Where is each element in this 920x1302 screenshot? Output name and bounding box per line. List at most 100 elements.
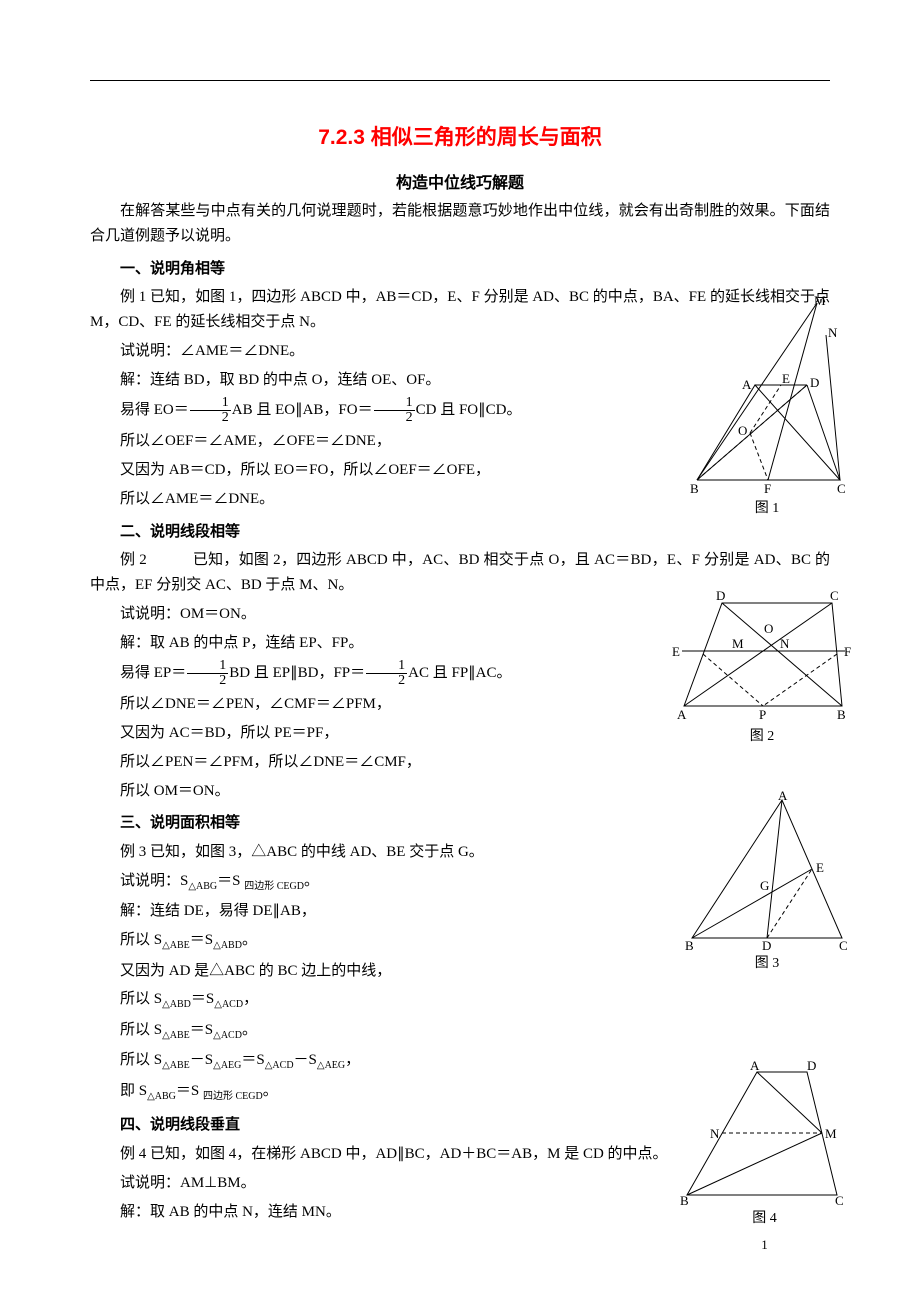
t: 四边形 CEGD [203,1091,263,1102]
f2-E: E [672,644,680,659]
f2-D: D [716,588,725,603]
f3-C: C [839,938,848,950]
f4-M: M [825,1126,837,1141]
t: ＝S [176,1083,203,1099]
f1-A: A [742,377,752,392]
f2-C: C [830,588,839,603]
sec4-ex-label: 例 4 [120,1146,146,1162]
sec3-pa: 试说明：S [120,873,188,889]
sec3-pb: ＝S [217,873,244,889]
f3-E: E [816,860,824,875]
sec3-ex-text: 已知，如图 3，△ABC 的中线 AD、BE 交于点 G。 [146,844,484,860]
f2-M: M [732,636,744,651]
f2-P: P [759,707,766,722]
t: 所以 S [120,991,162,1007]
t: △ABE [162,1060,190,1071]
t: 。 [242,932,257,948]
sec3-ps1: △ABG [188,881,217,892]
f4-A: A [750,1060,760,1073]
frac-num: 1 [366,659,407,674]
page-subtitle: 构造中位线巧解题 [90,169,830,193]
t: －S [190,1052,213,1068]
intro-text: 在解答某些与中点有关的几何说理题时，若能根据题意巧妙地作出中位线，就会有出奇制胜… [90,199,830,249]
fraction-half: 12 [187,659,228,688]
figure-2-svg: D C A B E F M N O P [672,588,852,723]
t: ＝S [190,1022,213,1038]
f4-N: N [710,1126,720,1141]
sec2-ex-text: 已知，如图 2，四边形 ABCD 中，AC、BD 相交于点 O，且 AC＝BD，… [90,552,830,593]
t: △ACD [213,1030,242,1041]
f2-O: O [764,621,773,636]
frac-den: 2 [366,674,407,688]
f2-F: F [844,644,851,659]
t: 。 [242,1022,257,1038]
f4-B: B [680,1193,689,1205]
f1-B: B [690,481,699,495]
frac-den: 2 [374,411,415,425]
figure-2: D C A B E F M N O P 图 2 [672,588,852,745]
fraction-half: 12 [366,659,407,688]
figure-4-caption: 图 4 [677,1207,852,1227]
t: 即 S [120,1083,147,1099]
f1-M: M [814,295,826,308]
fraction-half: 12 [190,396,231,425]
f1-C: C [837,481,846,495]
f1-E: E [782,371,790,386]
figure-4-svg: A D B C N M [677,1060,852,1205]
t: △AEG [213,1060,241,1071]
figure-3-caption: 图 3 [682,952,852,972]
t: △AEG [317,1060,345,1071]
f2-A: A [677,707,687,722]
figure-2-caption: 图 2 [672,725,852,745]
f3-G: G [760,878,769,893]
sec3-step4: 所以 S△ABD＝S△ACD， [90,987,830,1014]
sec1-s2a: 易得 EO＝ [120,402,189,418]
figure-4: A D B C N M 图 4 1 [677,1060,852,1253]
figure-1-svg: M N A D E O B F C [682,295,852,495]
t: 所以 S [120,1052,162,1068]
sec3-pc: 。 [304,873,319,889]
sec3-ps2: 四边形 CEGD [244,881,304,892]
f3-A: A [778,790,788,803]
frac-num: 1 [187,659,228,674]
t: △ABG [147,1091,176,1102]
sec2-ex-label: 例 2 [120,552,147,568]
t: 所以 S [120,932,162,948]
t: ， [243,991,258,1007]
sec3-ex-label: 例 3 [120,844,146,860]
t: 所以 S [120,1022,162,1038]
figure-1: M N A D E O B F C 图 1 [682,295,852,517]
t: △ACD [214,999,243,1010]
page-number: 1 [677,1237,852,1253]
f1-N: N [828,325,838,340]
sec2-s2b: BD 且 EP∥BD，FP＝ [229,665,365,681]
page-title: 7.2.3 相似三角形的周长与面积 [90,121,830,151]
sec1-s2b: AB 且 EO∥AB，FO＝ [232,402,373,418]
t: ＝S [190,932,213,948]
f2-N: N [780,636,790,651]
frac-num: 1 [374,396,415,411]
sec1-ex-label: 例 1 [120,289,146,305]
sec2-s2a: 易得 EP＝ [120,665,186,681]
t: －S [294,1052,317,1068]
f4-D: D [807,1060,816,1073]
sec3-step5: 所以 S△ABE＝S△ACD。 [90,1018,830,1045]
fraction-half: 12 [374,396,415,425]
frac-den: 2 [190,411,231,425]
t: 。 [263,1083,278,1099]
section2-head: 二、说明线段相等 [90,520,830,545]
top-divider [90,80,830,81]
frac-num: 1 [190,396,231,411]
figure-3-svg: A B C D E G [682,790,852,950]
t: △ABD [162,999,191,1010]
sec4-ex-text: 已知，如图 4，在梯形 ABCD 中，AD∥BC，AD＋BC＝AB，M 是 CD… [146,1146,667,1162]
f3-B: B [685,938,694,950]
t: △ACD [265,1060,294,1071]
frac-den: 2 [187,674,228,688]
t: △ABE [162,940,190,951]
f2-B: B [837,707,846,722]
f4-C: C [835,1193,844,1205]
f1-F: F [764,481,771,495]
f1-O: O [738,423,747,438]
sec1-s2c: CD 且 FO∥CD。 [416,402,522,418]
